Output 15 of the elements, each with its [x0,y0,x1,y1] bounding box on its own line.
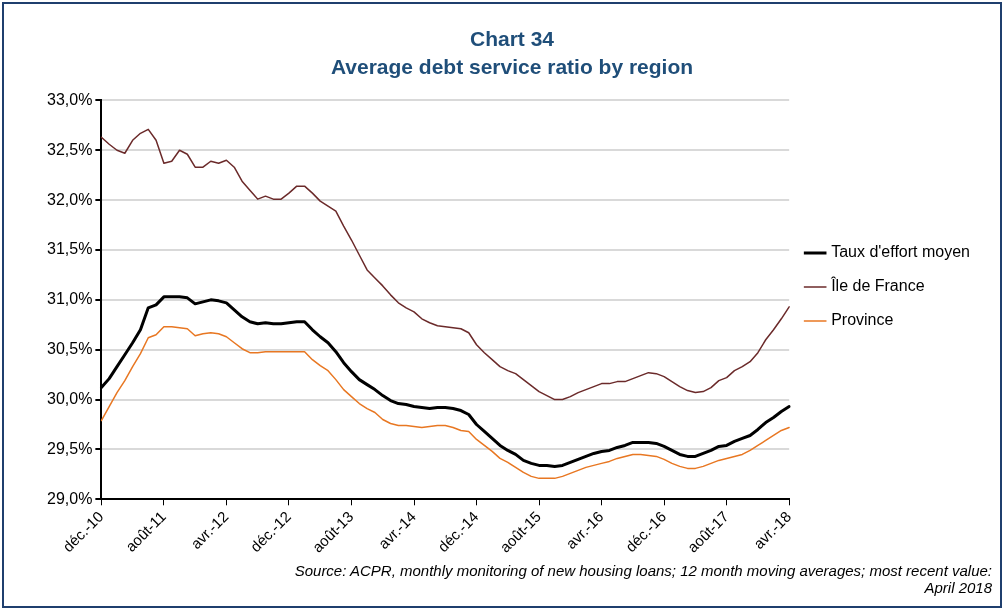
y-tick-label: 31,5% [46,240,93,258]
y-tick-label: 29,5% [46,439,93,457]
legend-label: Île de France [830,276,925,295]
y-tick-label: 33,0% [46,90,93,108]
chart-subtitle: Average debt service ratio by region [330,54,694,78]
y-tick-label: 31,0% [46,290,93,308]
legend-label: Province [831,311,894,329]
y-tick-label: 32,5% [46,140,93,158]
y-tick-label: 32,0% [46,190,93,208]
chart-title: Chart 34 [469,27,555,51]
legend-label: Taux d'effort moyen [831,243,971,261]
y-tick-label: 30,0% [46,389,93,407]
source-note: Source: ACPR, monthly monitoring of new housing loans; 12 month moving averages; most recent value: April 2018 [293,562,992,596]
y-tick-label: 30,5% [46,340,93,358]
y-tick-label: 29,0% [46,489,93,507]
